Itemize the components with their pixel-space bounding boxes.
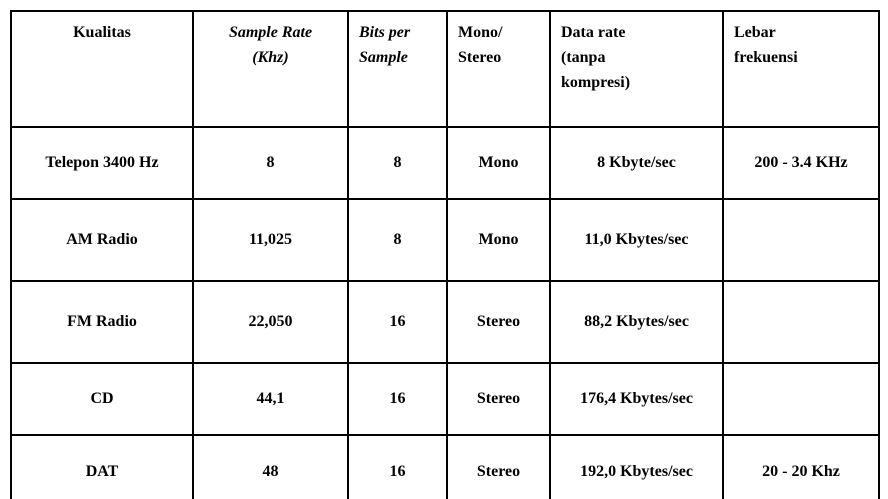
header-bits-per-sample: Bits per Sample <box>347 10 448 128</box>
cell-kualitas: FM Radio <box>10 280 194 364</box>
header-data-rate: Data rate (tanpa kompresi) <box>549 10 724 128</box>
cell-frekuensi <box>722 280 880 364</box>
cell-mono-stereo: Stereo <box>446 362 551 436</box>
cell-mono-stereo: Mono <box>446 198 551 282</box>
table-row: DAT 48 16 Stereo 192,0 Kbytes/sec 20 - 2… <box>10 434 880 499</box>
cell-data-rate: 88,2 Kbytes/sec <box>549 280 724 364</box>
table-row: Telepon 3400 Hz 8 8 Mono 8 Kbyte/sec 200… <box>10 126 880 200</box>
header-sample-rate: Sample Rate (Khz) <box>192 10 349 128</box>
cell-mono-stereo: Stereo <box>446 434 551 499</box>
table-row: CD 44,1 16 Stereo 176,4 Kbytes/sec <box>10 362 880 436</box>
table-row: FM Radio 22,050 16 Stereo 88,2 Kbytes/se… <box>10 280 880 364</box>
audio-quality-table: Kualitas Sample Rate (Khz) Bits per Samp… <box>10 10 880 499</box>
cell-bits: 8 <box>347 198 448 282</box>
cell-sample-rate: 44,1 <box>192 362 349 436</box>
cell-kualitas: DAT <box>10 434 194 499</box>
cell-frekuensi: 20 - 20 Khz <box>722 434 880 499</box>
header-lebar-frekuensi: Lebar frekuensi <box>722 10 880 128</box>
cell-bits: 16 <box>347 362 448 436</box>
cell-frekuensi: 200 - 3.4 KHz <box>722 126 880 200</box>
cell-sample-rate: 11,025 <box>192 198 349 282</box>
cell-mono-stereo: Mono <box>446 126 551 200</box>
cell-kualitas: Telepon 3400 Hz <box>10 126 194 200</box>
cell-mono-stereo: Stereo <box>446 280 551 364</box>
cell-data-rate: 8 Kbyte/sec <box>549 126 724 200</box>
header-row: Kualitas Sample Rate (Khz) Bits per Samp… <box>10 10 880 128</box>
cell-sample-rate: 22,050 <box>192 280 349 364</box>
cell-data-rate: 192,0 Kbytes/sec <box>549 434 724 499</box>
header-kualitas: Kualitas <box>10 10 194 128</box>
table-row: AM Radio 11,025 8 Mono 11,0 Kbytes/sec <box>10 198 880 282</box>
cell-kualitas: AM Radio <box>10 198 194 282</box>
cell-bits: 16 <box>347 434 448 499</box>
cell-bits: 8 <box>347 126 448 200</box>
header-mono-stereo: Mono/ Stereo <box>446 10 551 128</box>
cell-bits: 16 <box>347 280 448 364</box>
cell-data-rate: 176,4 Kbytes/sec <box>549 362 724 436</box>
cell-frekuensi <box>722 362 880 436</box>
cell-sample-rate: 8 <box>192 126 349 200</box>
cell-sample-rate: 48 <box>192 434 349 499</box>
cell-kualitas: CD <box>10 362 194 436</box>
cell-data-rate: 11,0 Kbytes/sec <box>549 198 724 282</box>
cell-frekuensi <box>722 198 880 282</box>
